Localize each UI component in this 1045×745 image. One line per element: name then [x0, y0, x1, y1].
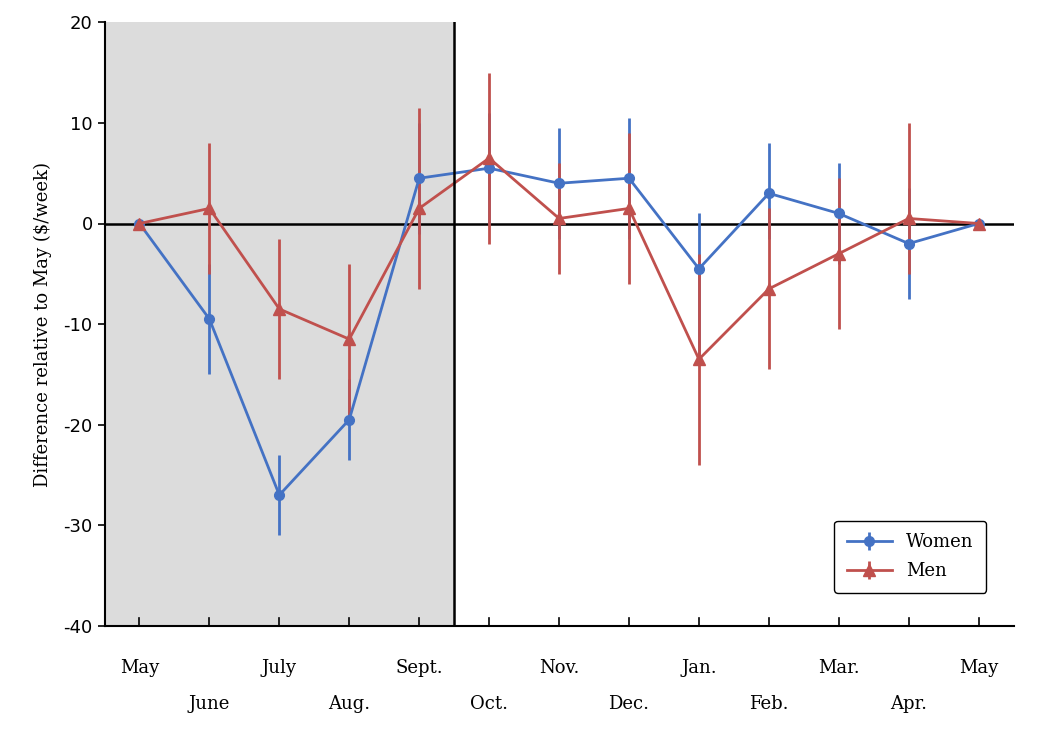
Text: June: June: [189, 695, 230, 713]
Text: Sept.: Sept.: [395, 659, 443, 677]
Text: Aug.: Aug.: [328, 695, 370, 713]
Text: May: May: [959, 659, 998, 677]
Y-axis label: Difference relative to May ($/week): Difference relative to May ($/week): [34, 162, 52, 486]
Text: Mar.: Mar.: [818, 659, 860, 677]
Text: July: July: [262, 659, 297, 677]
Text: Jan.: Jan.: [681, 659, 717, 677]
Text: Dec.: Dec.: [608, 695, 650, 713]
Text: Nov.: Nov.: [539, 659, 579, 677]
Text: Feb.: Feb.: [749, 695, 789, 713]
Bar: [104, 22, 455, 626]
Legend: Women, Men: Women, Men: [834, 521, 986, 592]
Text: Apr.: Apr.: [890, 695, 927, 713]
Text: Oct.: Oct.: [470, 695, 508, 713]
Text: May: May: [120, 659, 159, 677]
